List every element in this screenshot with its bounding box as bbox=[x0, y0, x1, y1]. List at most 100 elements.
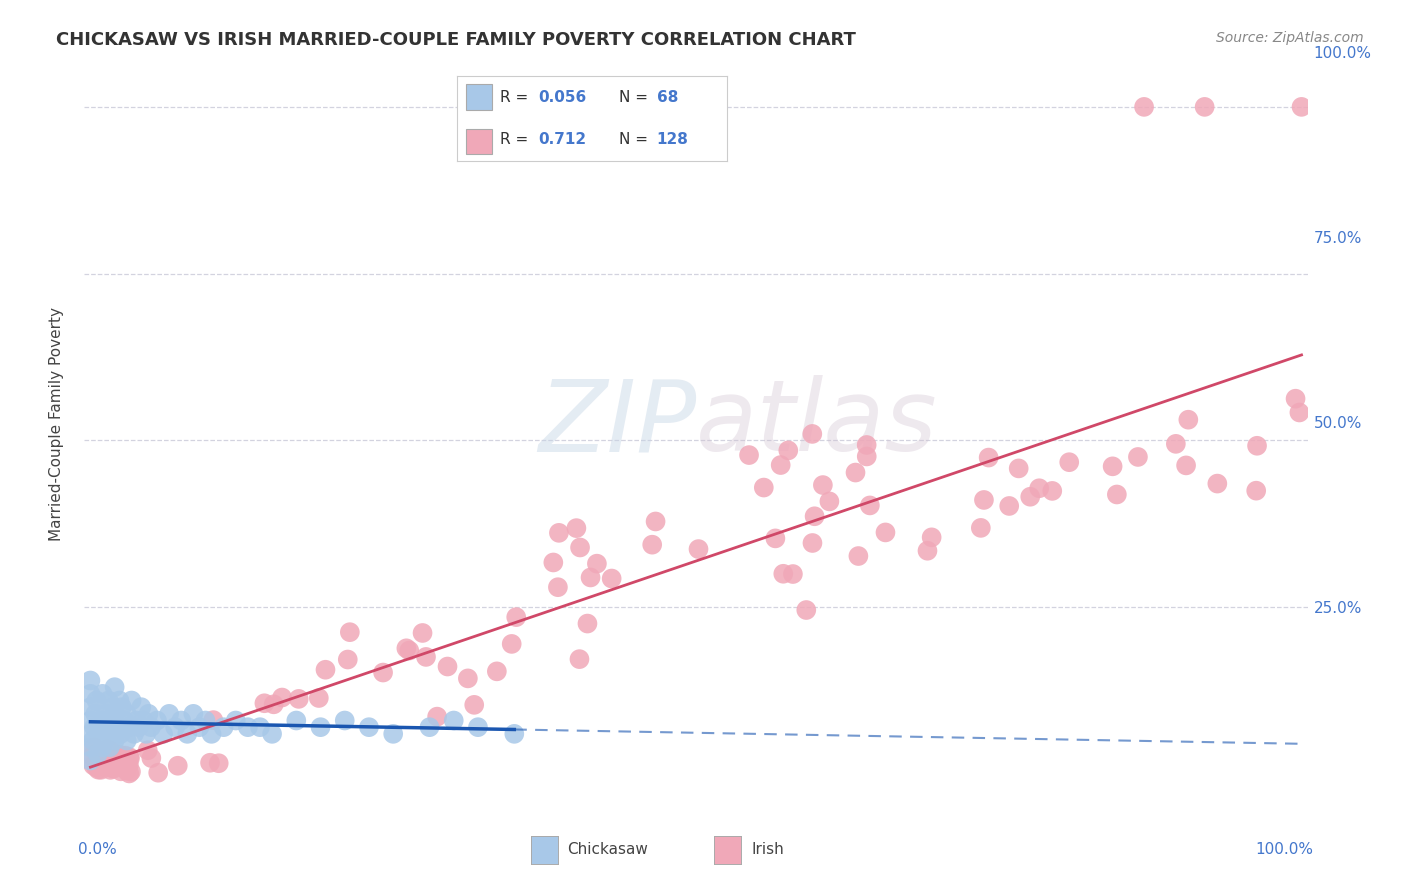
Point bbox=[443, 714, 465, 728]
Point bbox=[89, 748, 111, 763]
Point bbox=[79, 673, 101, 688]
Point bbox=[86, 747, 108, 761]
Point bbox=[333, 714, 356, 728]
Point bbox=[176, 727, 198, 741]
Point bbox=[118, 751, 141, 765]
Point bbox=[157, 706, 180, 721]
Point bbox=[96, 752, 118, 766]
Point bbox=[794, 603, 817, 617]
Point bbox=[688, 542, 710, 557]
Point bbox=[253, 696, 276, 710]
Point bbox=[801, 536, 824, 550]
Point bbox=[503, 727, 526, 741]
Point bbox=[1206, 476, 1229, 491]
Point bbox=[568, 652, 591, 666]
Point bbox=[98, 740, 121, 755]
Point bbox=[314, 663, 336, 677]
Point bbox=[855, 450, 877, 464]
Point bbox=[811, 478, 834, 492]
Point bbox=[586, 557, 609, 571]
Point bbox=[79, 754, 101, 768]
Point bbox=[738, 448, 761, 462]
Point bbox=[752, 481, 775, 495]
Point bbox=[183, 706, 205, 721]
Point bbox=[263, 698, 285, 712]
Point bbox=[108, 693, 131, 707]
Point bbox=[436, 659, 458, 673]
Point bbox=[118, 757, 141, 772]
Point bbox=[977, 450, 1000, 465]
Point bbox=[112, 714, 135, 728]
Point bbox=[875, 525, 897, 540]
Point bbox=[83, 720, 105, 734]
Point bbox=[139, 720, 162, 734]
Point bbox=[110, 748, 132, 763]
Point bbox=[565, 521, 588, 535]
Point bbox=[100, 756, 122, 771]
Point bbox=[91, 687, 114, 701]
Point bbox=[579, 570, 602, 584]
Point bbox=[548, 525, 571, 540]
Point bbox=[97, 748, 120, 763]
Point bbox=[287, 692, 309, 706]
Point bbox=[569, 541, 592, 555]
Point bbox=[249, 720, 271, 734]
Point bbox=[170, 714, 193, 728]
Point bbox=[921, 530, 943, 544]
Point bbox=[501, 637, 523, 651]
Point bbox=[772, 566, 794, 581]
Point bbox=[543, 556, 565, 570]
Point bbox=[1175, 458, 1198, 473]
Point bbox=[1164, 437, 1187, 451]
Point bbox=[1019, 490, 1042, 504]
Point bbox=[121, 693, 143, 707]
Point bbox=[84, 760, 107, 774]
Point bbox=[93, 752, 115, 766]
Text: atlas: atlas bbox=[696, 376, 938, 472]
Point bbox=[859, 499, 882, 513]
Point bbox=[412, 626, 434, 640]
Point bbox=[463, 698, 485, 712]
Point bbox=[98, 743, 121, 757]
Point bbox=[801, 426, 824, 441]
Point bbox=[600, 572, 623, 586]
Point bbox=[104, 680, 127, 694]
Text: CHICKASAW VS IRISH MARRIED-COUPLE FAMILY POVERTY CORRELATION CHART: CHICKASAW VS IRISH MARRIED-COUPLE FAMILY… bbox=[56, 31, 856, 49]
Point bbox=[917, 543, 939, 558]
Point bbox=[309, 720, 332, 734]
Point bbox=[128, 720, 150, 734]
Point bbox=[101, 760, 124, 774]
Point bbox=[1284, 392, 1306, 406]
Point bbox=[122, 727, 145, 741]
Point bbox=[96, 720, 118, 734]
Point bbox=[763, 532, 786, 546]
Text: 100.0%: 100.0% bbox=[1256, 842, 1313, 857]
Point bbox=[285, 714, 308, 728]
Point bbox=[778, 443, 800, 458]
Point bbox=[103, 751, 125, 765]
Point bbox=[198, 756, 221, 770]
Point bbox=[1177, 413, 1199, 427]
Point bbox=[1040, 483, 1063, 498]
Point bbox=[641, 538, 664, 552]
Point bbox=[973, 492, 995, 507]
Point bbox=[79, 727, 101, 741]
Point bbox=[146, 714, 169, 728]
Point bbox=[194, 714, 217, 728]
Point bbox=[1105, 487, 1128, 501]
Point bbox=[782, 567, 804, 582]
Point bbox=[426, 709, 449, 723]
Point bbox=[998, 499, 1021, 513]
Point bbox=[115, 764, 138, 778]
Point bbox=[110, 764, 132, 779]
Y-axis label: Married-Couple Family Poverty: Married-Couple Family Poverty bbox=[49, 307, 63, 541]
Point bbox=[1244, 483, 1267, 498]
Point bbox=[90, 745, 112, 759]
Point bbox=[803, 509, 825, 524]
Point bbox=[202, 713, 225, 727]
Point bbox=[1288, 405, 1310, 419]
Point bbox=[371, 665, 394, 680]
Point bbox=[87, 751, 110, 765]
Text: Chickasaw: Chickasaw bbox=[568, 842, 648, 857]
Point bbox=[1008, 461, 1031, 475]
